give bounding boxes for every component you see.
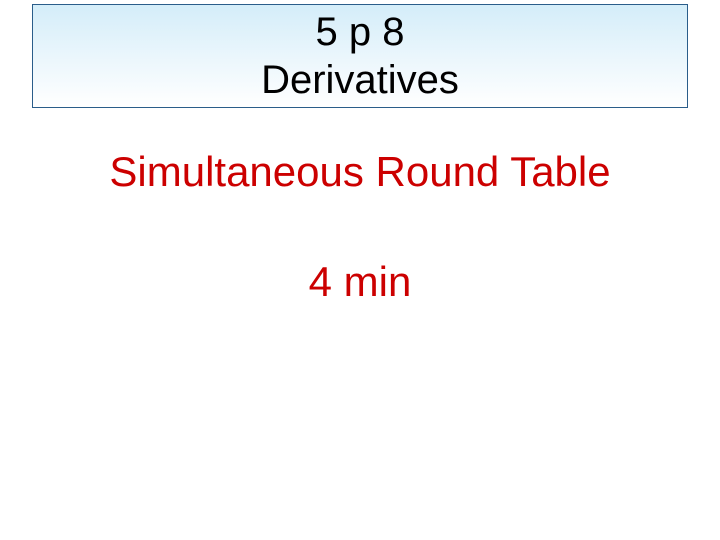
title-box: 5 p 8 Derivatives [32, 4, 688, 108]
title-line-2: Derivatives [261, 56, 459, 104]
timing-text: 4 min [0, 258, 720, 306]
subtitle-text: Simultaneous Round Table [0, 148, 720, 196]
title-line-1: 5 p 8 [316, 8, 405, 56]
